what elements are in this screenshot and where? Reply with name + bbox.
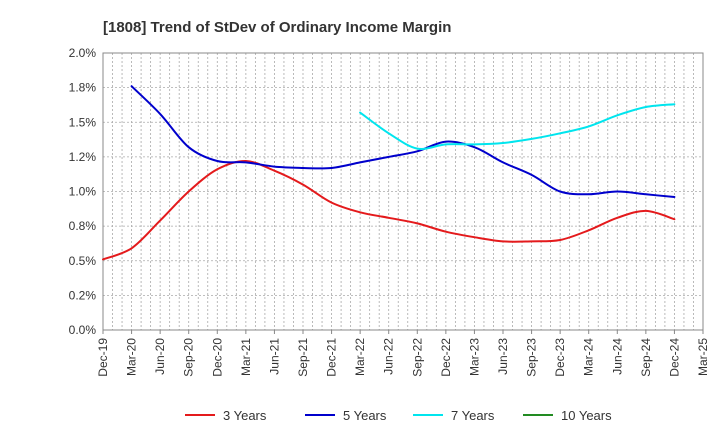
plot-frame	[102, 52, 704, 331]
x-tick-label: Mar-22	[353, 338, 367, 376]
y-tick-label: 0.2%	[69, 288, 97, 302]
chart-title: [1808] Trend of StDev of Ordinary Income…	[103, 19, 451, 36]
x-tick-label: Sep-22	[410, 338, 424, 377]
x-tick-label: Sep-24	[639, 338, 653, 377]
x-tick-label: Jun-20	[153, 338, 167, 375]
series-line-7-years	[359, 103, 676, 150]
x-tick-label: Mar-24	[582, 338, 596, 376]
legend-label: 3 Years	[223, 408, 267, 423]
y-tick-label: 1.0%	[69, 185, 97, 199]
x-tick-label: Sep-21	[296, 338, 310, 377]
y-tick-label: 0.5%	[69, 254, 97, 268]
x-tick-label: Jun-22	[382, 338, 396, 375]
x-tick-label: Dec-22	[439, 338, 453, 377]
legend: 3 Years 5 Years 7 Years 10 Years	[185, 408, 612, 423]
x-tick-label: Mar-20	[125, 338, 139, 376]
x-tick-label: Mar-25	[696, 338, 710, 376]
y-tick-label: 1.2%	[69, 150, 97, 164]
x-tick-label: Dec-19	[96, 338, 110, 377]
y-tick-label: 0.8%	[69, 219, 97, 233]
series-lines	[102, 85, 676, 261]
x-tick-label: Sep-23	[525, 338, 539, 377]
legend-label: 10 Years	[561, 408, 612, 423]
series-line-3-years	[102, 159, 676, 261]
legend-label: 7 Years	[451, 408, 495, 423]
x-tick-label: Jun-24	[610, 338, 624, 375]
y-tick-label: 0.0%	[69, 323, 97, 337]
y-tick-label: 2.0%	[69, 46, 97, 60]
x-tick-label: Jun-21	[267, 338, 281, 375]
x-tick-label: Jun-23	[496, 338, 510, 375]
x-tick-label: Dec-21	[325, 338, 339, 377]
y-tick-label: 1.5%	[69, 115, 97, 129]
y-tick-label: 1.8%	[69, 81, 97, 95]
x-tick-label: Dec-23	[553, 338, 567, 377]
series-line-5-years	[130, 85, 676, 198]
axes: 0.0% 0.2% 0.5% 0.8% 1.0% 1.2% 1.5% 1.8% 2.0% Dec-…	[69, 46, 710, 377]
legend-label: 5 Years	[343, 408, 387, 423]
x-tick-label: Mar-21	[239, 338, 253, 376]
x-tick-label: Sep-20	[182, 338, 196, 377]
x-tick-label: Dec-20	[210, 338, 224, 377]
x-tick-label: Dec-24	[667, 338, 681, 377]
x-tick-label: Mar-23	[467, 338, 481, 376]
